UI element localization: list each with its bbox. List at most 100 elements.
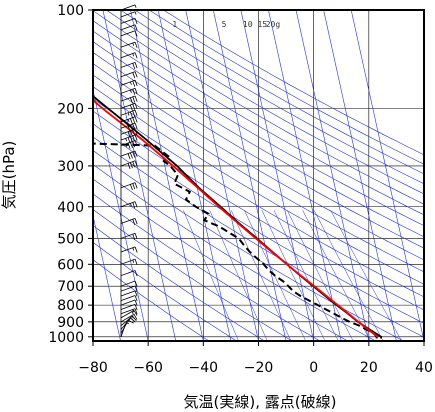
wind-barb-feather	[134, 285, 138, 292]
dry-adiabat-line	[120, 10, 424, 185]
wind-barb-feather	[132, 151, 136, 158]
mixing-ratio-line	[286, 210, 354, 341]
x-axis-label: 気温(実線), 露点(破線)	[184, 393, 337, 411]
dry-adiabat-line	[93, 20, 424, 216]
wind-barb-feather	[134, 71, 138, 78]
dry-adiabat-line	[93, 52, 424, 249]
wind-barb-feather	[130, 89, 132, 93]
wind-barb-staff	[120, 270, 136, 277]
dry-adiabat-line	[93, 63, 424, 261]
wind-barb-feather	[134, 24, 138, 31]
dry-adiabat-line	[93, 110, 424, 311]
wind-barb-feather	[130, 162, 133, 169]
mixing-ratio-line	[313, 210, 384, 341]
mixing-ratio-label: 10	[243, 20, 253, 29]
wind-barb-staff	[120, 52, 136, 59]
wind-barb-feather	[134, 270, 138, 277]
wind-barb-feather	[132, 123, 136, 130]
wind-barb-feather	[134, 80, 138, 86]
wind-barb-feather	[134, 62, 138, 69]
dry-adiabat-line	[148, 10, 424, 165]
wind-barb-feather	[134, 95, 138, 102]
mixing-ratio-line	[273, 210, 339, 341]
x-tick-label: 0	[309, 360, 318, 376]
wind-barb-feather	[131, 311, 134, 315]
x-axis-ticks: −80 −60 −40 −20 0 20 40	[78, 341, 433, 376]
y-tick-label: 100	[57, 3, 84, 19]
mixing-ratio-line	[230, 210, 292, 341]
wind-barb-feather	[132, 202, 136, 209]
wind-barb-feather	[127, 137, 131, 144]
dry-adiabat-line	[93, 41, 424, 238]
mixing-ratio-line	[330, 210, 402, 341]
isotherm-line	[323, 10, 397, 341]
isotherm-line	[130, 10, 204, 341]
wind-barb-feather	[132, 72, 136, 79]
wind-barb-feather	[130, 203, 132, 207]
dry-adiabat-line	[93, 178, 349, 341]
parcel-line	[93, 99, 379, 338]
wind-barb-feather	[127, 131, 131, 138]
y-tick-label: 700	[57, 279, 84, 295]
x-tick-label: 40	[415, 360, 433, 376]
wind-barb-layer	[120, 4, 138, 337]
mixing-ratio-label: 20g	[266, 20, 281, 29]
wind-barb-feather	[134, 140, 138, 147]
wind-barb-feather	[134, 116, 138, 123]
x-tick-label: −40	[189, 360, 219, 376]
wind-barb-staff	[120, 295, 136, 302]
dry-adiabat-line	[93, 74, 424, 273]
wind-barb-staff	[120, 24, 136, 31]
wind-barb-feather	[128, 319, 134, 324]
mixing-ratio-label: 1	[172, 20, 177, 29]
wind-barb-feather	[134, 30, 138, 37]
wind-barb-staff	[120, 30, 136, 37]
dry-adiabat-line	[163, 10, 424, 156]
wind-barb-staff	[120, 285, 136, 292]
dry-adiabat-line	[93, 225, 265, 341]
wind-barb-feather	[130, 136, 133, 143]
x-tick-label: 20	[360, 360, 378, 376]
wind-barb-feather	[132, 161, 136, 168]
x-tick-label: −80	[78, 360, 108, 376]
wind-barb-staff	[120, 290, 136, 297]
wind-barb-feather	[130, 124, 133, 131]
wind-barb-feather	[134, 218, 138, 225]
wind-barb-staff	[120, 315, 133, 327]
wind-barb-feather	[134, 299, 138, 306]
wind-barb-feather	[134, 290, 138, 297]
wind-barb-feather	[134, 308, 138, 315]
y-tick-label: 200	[57, 101, 84, 117]
wind-barb-feather	[132, 129, 136, 136]
isotherm-line	[102, 10, 177, 341]
dry-adiabat-line	[93, 123, 424, 324]
dry-adiabat-line	[93, 193, 321, 341]
dry-adiabat-line	[93, 209, 293, 341]
wind-barb-staff	[120, 11, 136, 18]
wind-barb-feather	[134, 11, 137, 15]
wind-barb-feather	[134, 122, 138, 129]
mixing-ratio-label: 5	[222, 20, 227, 29]
isotherm-line	[93, 214, 121, 341]
dry-adiabat-line	[106, 10, 424, 195]
wind-barb-feather	[132, 110, 136, 117]
dry-adiabat-line	[93, 98, 424, 298]
wind-barb-feather	[132, 183, 136, 190]
isotherm-line	[240, 10, 314, 341]
wind-barb-feather	[132, 259, 135, 263]
dry-adiabat-line	[93, 259, 209, 341]
dry-adiabat-line	[93, 164, 376, 341]
wind-barb-staff	[120, 116, 136, 123]
grid-layer	[93, 10, 424, 341]
wind-barb-feather	[134, 304, 138, 311]
wind-barb-feather	[132, 80, 136, 87]
wind-barb-feather	[127, 142, 131, 149]
wind-barb-feather	[130, 97, 133, 104]
wind-barb-feather	[130, 184, 133, 191]
series-layer	[93, 95, 383, 339]
y-axis-label: 気圧(hPa)	[0, 141, 18, 210]
wind-barb-feather	[134, 160, 138, 167]
